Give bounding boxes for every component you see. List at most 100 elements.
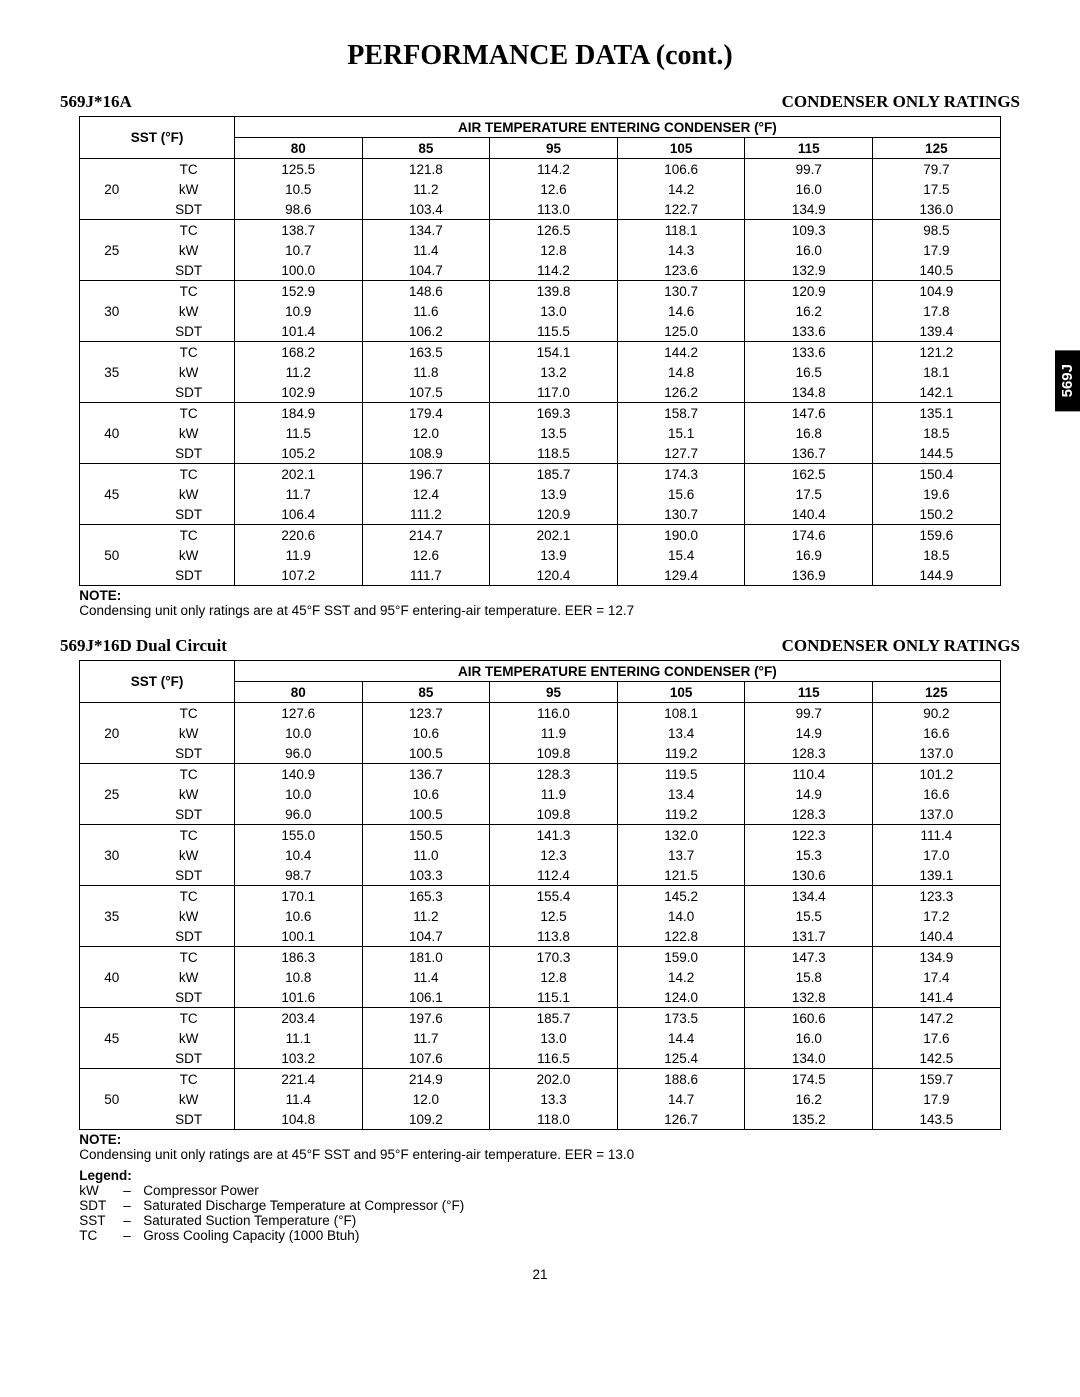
data-cell: 154.1: [490, 342, 618, 363]
air-temp-col: 80: [234, 138, 362, 159]
sst-value: 50: [80, 1089, 144, 1109]
data-cell: 109.3: [745, 220, 873, 241]
data-cell: 115.1: [490, 987, 618, 1008]
data-cell: 134.0: [745, 1048, 873, 1069]
data-cell: 138.7: [234, 220, 362, 241]
air-header: AIR TEMPERATURE ENTERING CONDENSER (°F): [234, 117, 1000, 138]
data-cell: 12.5: [490, 906, 618, 926]
data-cell: 124.0: [617, 987, 745, 1008]
data-cell: 14.7: [617, 1089, 745, 1109]
metric-label: TC: [143, 342, 234, 363]
data-cell: 13.2: [490, 362, 618, 382]
data-cell: 98.6: [234, 199, 362, 220]
blank: [80, 947, 144, 968]
metric-label: SDT: [143, 443, 234, 464]
note-text-1: Condensing unit only ratings are at 45°F…: [79, 603, 634, 618]
data-cell: 220.6: [234, 525, 362, 546]
air-temp-col: 125: [873, 682, 1001, 703]
data-cell: 120.9: [745, 281, 873, 302]
metric-label: TC: [143, 464, 234, 485]
data-cell: 13.0: [490, 301, 618, 321]
sst-value: 20: [80, 723, 144, 743]
metric-label: TC: [143, 947, 234, 968]
data-cell: 140.9: [234, 764, 362, 785]
data-cell: 125.4: [617, 1048, 745, 1069]
data-cell: 134.4: [745, 886, 873, 907]
data-cell: 10.0: [234, 784, 362, 804]
data-cell: 17.6: [873, 1028, 1001, 1048]
blank: [80, 403, 144, 424]
data-cell: 102.9: [234, 382, 362, 403]
metric-label: SDT: [143, 1048, 234, 1069]
table1-right-title: CONDENSER ONLY RATINGS: [782, 92, 1020, 112]
data-cell: 12.6: [490, 179, 618, 199]
data-cell: 119.2: [617, 743, 745, 764]
data-cell: 98.5: [873, 220, 1001, 241]
blank: [80, 199, 144, 220]
data-cell: 11.2: [234, 362, 362, 382]
data-cell: 145.2: [617, 886, 745, 907]
data-cell: 139.4: [873, 321, 1001, 342]
legend-row: kW–Compressor Power: [79, 1183, 1001, 1198]
data-cell: 19.6: [873, 484, 1001, 504]
data-cell: 16.0: [745, 240, 873, 260]
data-cell: 188.6: [617, 1069, 745, 1090]
data-cell: 10.8: [234, 967, 362, 987]
data-cell: 10.6: [362, 784, 490, 804]
data-cell: 139.8: [490, 281, 618, 302]
air-header: AIR TEMPERATURE ENTERING CONDENSER (°F): [234, 661, 1000, 682]
data-cell: 103.4: [362, 199, 490, 220]
side-tab: 569J: [1055, 350, 1080, 411]
data-cell: 140.4: [873, 926, 1001, 947]
data-cell: 120.4: [490, 565, 618, 586]
perf-table-2: SST (°F)AIR TEMPERATURE ENTERING CONDENS…: [60, 660, 1020, 1130]
legend-label: Legend:: [79, 1168, 1001, 1183]
data-cell: 10.9: [234, 301, 362, 321]
legend-key: SST: [79, 1213, 123, 1228]
sst-value: 45: [80, 484, 144, 504]
data-cell: 109.2: [362, 1109, 490, 1130]
data-cell: 136.7: [745, 443, 873, 464]
data-cell: 104.7: [362, 926, 490, 947]
metric-label: kW: [143, 845, 234, 865]
data-cell: 202.1: [234, 464, 362, 485]
data-cell: 101.6: [234, 987, 362, 1008]
data-cell: 123.3: [873, 886, 1001, 907]
blank: [80, 260, 144, 281]
metric-label: SDT: [143, 504, 234, 525]
blank: [80, 321, 144, 342]
data-cell: 133.6: [745, 342, 873, 363]
data-cell: 16.6: [873, 784, 1001, 804]
data-cell: 159.6: [873, 525, 1001, 546]
data-cell: 126.7: [617, 1109, 745, 1130]
data-cell: 12.8: [490, 967, 618, 987]
legend-desc: Gross Cooling Capacity (1000 Btuh): [143, 1228, 359, 1243]
data-cell: 16.2: [745, 1089, 873, 1109]
data-cell: 202.1: [490, 525, 618, 546]
data-cell: 14.2: [617, 179, 745, 199]
data-cell: 18.5: [873, 545, 1001, 565]
data-cell: 101.2: [873, 764, 1001, 785]
sst-value: 25: [80, 240, 144, 260]
metric-label: TC: [143, 525, 234, 546]
data-cell: 155.0: [234, 825, 362, 846]
data-cell: 197.6: [362, 1008, 490, 1029]
blank: [80, 443, 144, 464]
air-temp-col: 115: [745, 682, 873, 703]
data-cell: 116.0: [490, 703, 618, 724]
data-cell: 168.2: [234, 342, 362, 363]
metric-label: TC: [143, 281, 234, 302]
blank: [80, 382, 144, 403]
note-label-2: NOTE:: [79, 1132, 121, 1147]
data-cell: 105.2: [234, 443, 362, 464]
data-cell: 137.0: [873, 804, 1001, 825]
data-cell: 202.0: [490, 1069, 618, 1090]
note-text-2: Condensing unit only ratings are at 45°F…: [79, 1147, 634, 1162]
legend-row: SST–Saturated Suction Temperature (°F): [79, 1213, 1001, 1228]
data-cell: 15.6: [617, 484, 745, 504]
data-cell: 203.4: [234, 1008, 362, 1029]
data-cell: 106.4: [234, 504, 362, 525]
data-cell: 190.0: [617, 525, 745, 546]
legend-key: kW: [79, 1183, 123, 1198]
data-cell: 142.5: [873, 1048, 1001, 1069]
